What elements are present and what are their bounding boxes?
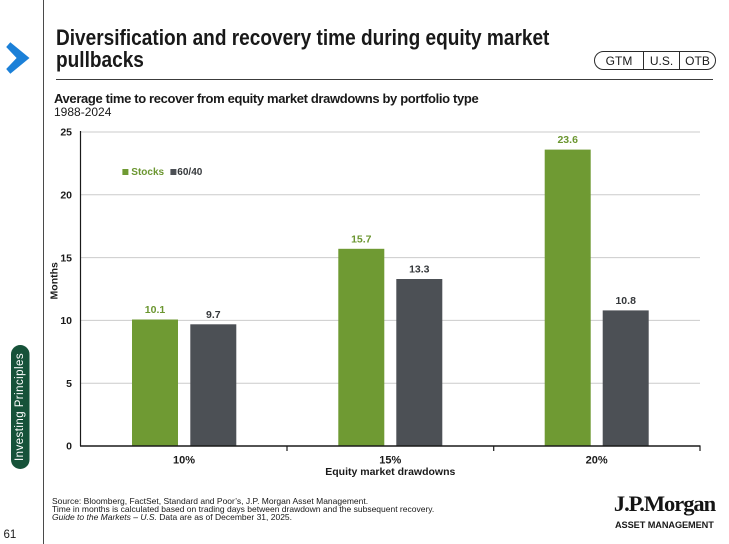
svg-text:15: 15 <box>60 252 72 264</box>
svg-text:25: 25 <box>60 127 72 139</box>
svg-text:0: 0 <box>66 441 72 453</box>
svg-text:61: 61 <box>4 529 17 541</box>
svg-text:15.7: 15.7 <box>351 233 372 245</box>
svg-text:13.3: 13.3 <box>409 264 430 276</box>
svg-text:Months: Months <box>48 262 60 299</box>
svg-text:60/40: 60/40 <box>177 167 202 178</box>
svg-text:9.7: 9.7 <box>206 309 221 321</box>
svg-text:23.6: 23.6 <box>557 134 578 146</box>
svg-text:10.8: 10.8 <box>615 295 636 307</box>
svg-text:20%: 20% <box>586 455 608 467</box>
svg-text:20: 20 <box>60 190 72 202</box>
svg-text:Investing Principles: Investing Principles <box>14 353 26 461</box>
svg-text:5: 5 <box>66 378 72 390</box>
svg-text:10%: 10% <box>173 455 195 467</box>
svg-text:Stocks: Stocks <box>131 167 164 178</box>
svg-text:Equity market drawdowns: Equity market drawdowns <box>325 466 455 478</box>
svg-text:15%: 15% <box>379 455 401 467</box>
svg-text:10: 10 <box>60 315 72 327</box>
svg-text:10.1: 10.1 <box>145 304 166 316</box>
